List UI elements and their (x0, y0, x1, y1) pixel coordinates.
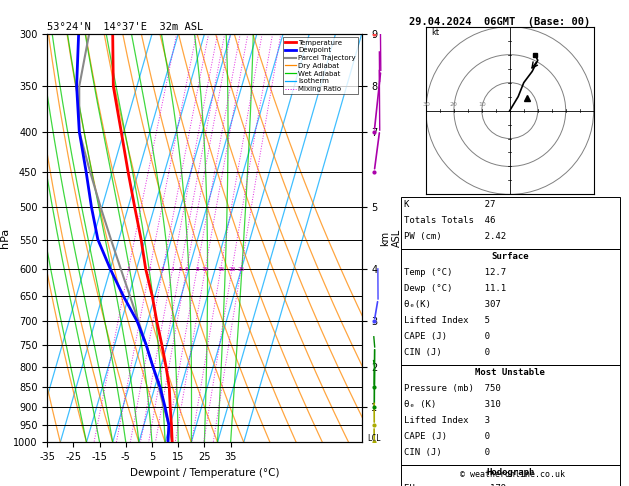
Text: 29.04.2024  06GMT  (Base: 00): 29.04.2024 06GMT (Base: 00) (409, 17, 591, 27)
Text: CAPE (J)       0: CAPE (J) 0 (404, 332, 491, 341)
Text: 3: 3 (161, 266, 165, 272)
Text: kt: kt (431, 28, 440, 37)
Text: 25: 25 (237, 266, 245, 272)
Text: Surface: Surface (491, 252, 529, 261)
Text: CIN (J)        0: CIN (J) 0 (404, 348, 491, 357)
Text: Lifted Index   3: Lifted Index 3 (404, 416, 491, 425)
Text: Lifted Index   5: Lifted Index 5 (404, 316, 491, 325)
X-axis label: Dewpoint / Temperature (°C): Dewpoint / Temperature (°C) (130, 468, 279, 478)
Y-axis label: km
ASL: km ASL (381, 229, 402, 247)
Legend: Temperature, Dewpoint, Parcel Trajectory, Dry Adiabat, Wet Adiabat, Isotherm, Mi: Temperature, Dewpoint, Parcel Trajectory… (283, 37, 358, 94)
Text: 10: 10 (201, 266, 209, 272)
Text: θₑ (K)         310: θₑ (K) 310 (404, 400, 501, 409)
Text: EH             -179: EH -179 (404, 484, 506, 486)
Text: Most Unstable: Most Unstable (475, 368, 545, 377)
Text: CAPE (J)       0: CAPE (J) 0 (404, 432, 491, 441)
Text: θₑ(K)          307: θₑ(K) 307 (404, 300, 501, 309)
Text: 6: 6 (185, 266, 189, 272)
Text: 15: 15 (217, 266, 225, 272)
Text: 8: 8 (195, 266, 199, 272)
Text: 2: 2 (148, 266, 152, 272)
Y-axis label: hPa: hPa (0, 228, 10, 248)
Text: Dewp (°C)      11.1: Dewp (°C) 11.1 (404, 284, 506, 293)
Text: 4: 4 (170, 266, 174, 272)
Text: 5: 5 (179, 266, 182, 272)
Text: PW (cm)        2.42: PW (cm) 2.42 (404, 232, 506, 241)
Text: 20: 20 (228, 266, 236, 272)
Text: 30: 30 (422, 103, 430, 107)
Text: Hodograph: Hodograph (486, 468, 534, 477)
Text: Totals Totals  46: Totals Totals 46 (404, 216, 496, 225)
Text: Pressure (mb)  750: Pressure (mb) 750 (404, 384, 501, 393)
Text: 20: 20 (450, 103, 458, 107)
Text: 10: 10 (478, 103, 486, 107)
Text: 53°24'N  14°37'E  32m ASL: 53°24'N 14°37'E 32m ASL (47, 22, 203, 32)
Text: Temp (°C)      12.7: Temp (°C) 12.7 (404, 268, 506, 277)
Text: K              27: K 27 (404, 200, 496, 209)
Text: CIN (J)        0: CIN (J) 0 (404, 448, 491, 457)
Text: © weatheronline.co.uk: © weatheronline.co.uk (460, 470, 565, 479)
Text: 1: 1 (126, 266, 130, 272)
Text: LCL: LCL (367, 434, 381, 443)
